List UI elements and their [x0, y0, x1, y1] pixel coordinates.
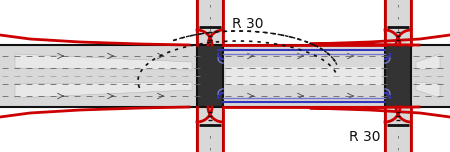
Text: R 30: R 30: [349, 130, 380, 144]
Polygon shape: [15, 54, 192, 70]
Polygon shape: [385, 107, 411, 152]
Polygon shape: [416, 82, 440, 98]
Polygon shape: [15, 82, 192, 98]
Polygon shape: [197, 45, 223, 107]
Polygon shape: [385, 45, 411, 107]
Polygon shape: [416, 54, 440, 70]
Text: R 30: R 30: [232, 17, 263, 31]
Polygon shape: [197, 0, 223, 45]
Polygon shape: [226, 67, 382, 85]
Polygon shape: [385, 0, 411, 45]
Polygon shape: [0, 45, 450, 107]
Polygon shape: [385, 45, 411, 107]
Polygon shape: [197, 45, 223, 107]
Polygon shape: [197, 107, 223, 152]
